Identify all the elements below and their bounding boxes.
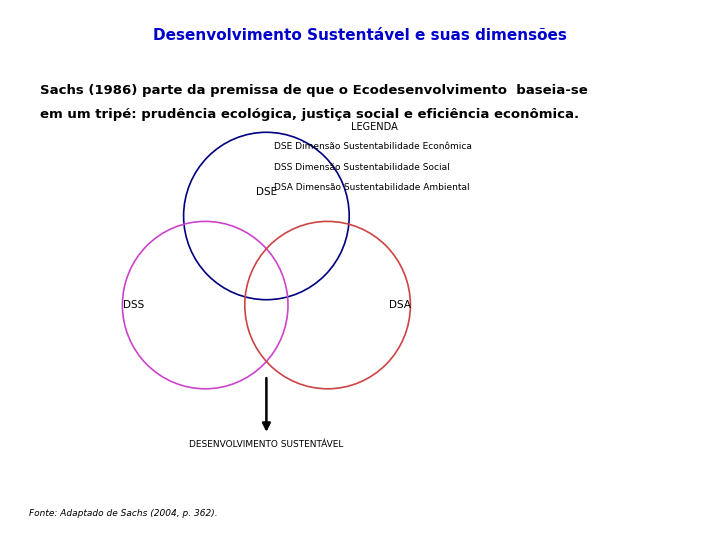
Text: Sachs (1986) parte da premissa de que o Ecodesenvolvimento  baseia-se: Sachs (1986) parte da premissa de que o …: [40, 84, 588, 97]
Text: em um tripé: prudência ecológica, justiça social e eficiência econômica.: em um tripé: prudência ecológica, justiç…: [40, 108, 579, 121]
Text: Desenvolvimento Sustentável e suas dimensões: Desenvolvimento Sustentável e suas dimen…: [153, 28, 567, 43]
Text: LEGENDA: LEGENDA: [351, 122, 397, 132]
Text: DSA: DSA: [389, 300, 410, 310]
Text: DSE: DSE: [256, 187, 277, 197]
Text: DSS Dimensão Sustentabilidade Social: DSS Dimensão Sustentabilidade Social: [274, 163, 449, 172]
Text: DSE Dimensão Sustentabilidade Econômica: DSE Dimensão Sustentabilidade Econômica: [274, 142, 472, 151]
Text: DSA Dimensão Sustentabilidade Ambiental: DSA Dimensão Sustentabilidade Ambiental: [274, 183, 469, 192]
Text: DESENVOLVIMENTO SUSTENTÁVEL: DESENVOLVIMENTO SUSTENTÁVEL: [189, 440, 343, 449]
Text: DSS: DSS: [122, 300, 144, 310]
Text: Fonte: Adaptado de Sachs (2004, p. 362).: Fonte: Adaptado de Sachs (2004, p. 362).: [29, 509, 217, 518]
